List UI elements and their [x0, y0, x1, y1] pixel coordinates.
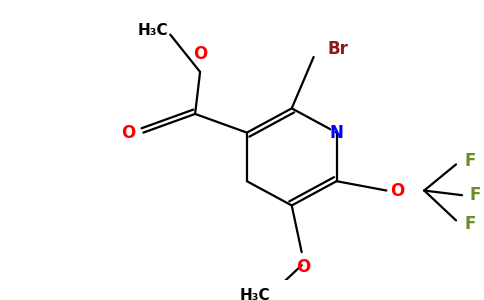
Text: H₃C: H₃C	[239, 288, 270, 300]
Text: H₃C: H₃C	[137, 23, 168, 38]
Text: O: O	[390, 182, 405, 200]
Text: N: N	[330, 124, 344, 142]
Text: F: F	[464, 215, 475, 233]
Text: O: O	[297, 258, 311, 276]
Text: F: F	[464, 152, 475, 169]
Text: O: O	[193, 45, 207, 63]
Text: Br: Br	[328, 40, 348, 58]
Text: N: N	[328, 123, 345, 142]
Text: F: F	[470, 186, 482, 204]
Text: O: O	[121, 124, 136, 142]
